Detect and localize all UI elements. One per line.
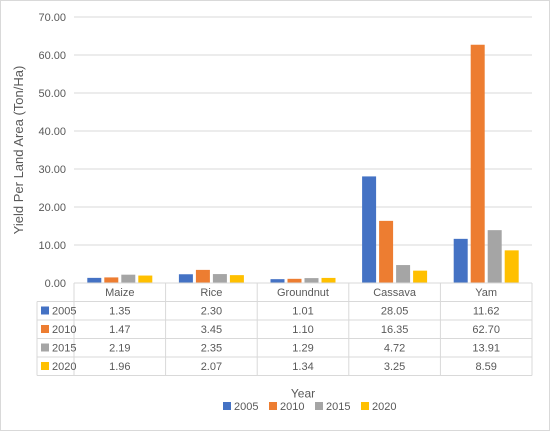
table-value: 1.10 [292,324,313,336]
table-value: 62.70 [472,324,500,336]
category-label: Cassava [373,287,417,299]
y-tick-label: 20.00 [38,202,66,214]
category-label: Yam [475,287,497,299]
table-legend-key [41,306,49,315]
category-label: Groundnut [277,287,329,299]
table-value: 2.35 [201,343,222,355]
table-value: 4.72 [384,343,405,355]
category-label: Rice [200,287,222,299]
bar [487,230,502,283]
table-series-label: 2005 [52,306,76,318]
legend-label: 2005 [234,401,258,413]
bar [87,277,102,283]
legend-swatch [269,402,277,410]
legend-swatch [223,402,231,410]
table-value: 16.35 [381,324,409,336]
table-series-label: 2010 [52,324,76,336]
table-value: 3.25 [384,361,405,373]
table-legend-key [41,362,49,370]
bar [362,176,377,283]
bar [178,274,193,283]
bar [229,275,244,283]
table-value: 3.45 [201,324,222,336]
y-tick-label: 0.00 [45,278,66,290]
y-tick-label: 70.00 [38,12,66,24]
bar [270,279,285,283]
legend-swatch [315,402,323,410]
legend-label: 2010 [280,401,304,413]
bar [304,278,319,283]
table-series-label: 2015 [52,343,76,355]
bar [287,278,302,283]
bar [321,277,336,283]
bar [138,275,153,283]
table-value: 11.62 [473,306,500,318]
y-tick-label: 40.00 [38,126,66,138]
table-value: 1.01 [292,306,313,318]
table-value: 1.47 [109,324,130,336]
table-value: 2.19 [109,343,130,355]
legend-label: 2020 [372,401,396,413]
y-tick-label: 10.00 [38,240,66,252]
table-legend-key [41,325,49,333]
bar [396,265,411,283]
x-axis-title: Year [291,387,315,401]
table-value: 28.05 [381,306,409,318]
table-value: 1.29 [292,343,313,355]
y-tick-label: 60.00 [38,50,66,62]
bar [104,277,119,283]
legend-label: 2015 [326,401,350,413]
legend-swatch [361,402,369,410]
table-value: 2.30 [201,306,222,318]
table-value: 2.07 [201,361,222,373]
table-value: 13.91 [472,343,500,355]
y-tick-label: 50.00 [38,88,66,100]
bar [212,274,227,283]
table-value: 1.35 [109,306,130,318]
bar [121,274,136,283]
bar [453,238,468,283]
table-value: 8.59 [475,361,496,373]
table-series-label: 2020 [52,361,76,373]
bar [504,250,519,283]
table-legend-key [41,343,49,352]
bar [413,270,428,283]
table-value: 1.34 [292,361,313,373]
y-axis-title: Yield Per Land Area (Ton/Ha) [11,66,26,235]
bar [470,44,485,283]
y-tick-label: 30.00 [38,164,66,176]
table-value: 1.96 [109,361,130,373]
bar [379,220,394,283]
bar [195,269,210,283]
category-label: Maize [105,287,134,299]
